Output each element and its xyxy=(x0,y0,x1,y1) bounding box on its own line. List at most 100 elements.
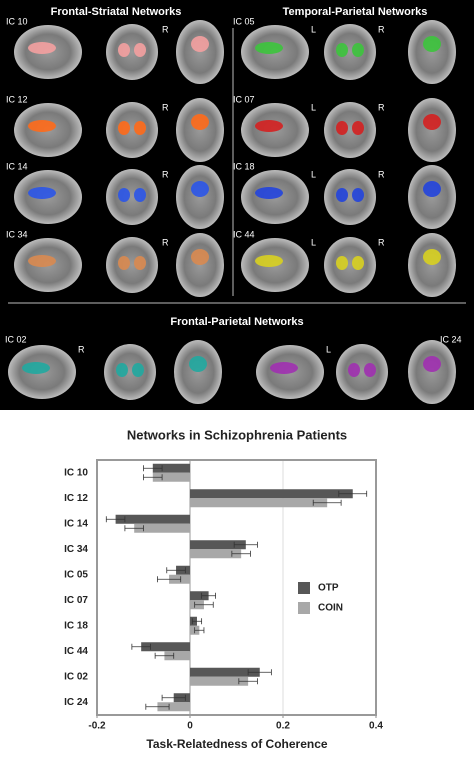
error-bar xyxy=(194,627,205,634)
section-title: Frontal-Parietal Networks xyxy=(170,316,303,328)
ic-label: IC 14 xyxy=(6,161,28,171)
blob xyxy=(348,363,360,377)
bar xyxy=(141,642,190,652)
y-tick-label: IC 34 xyxy=(64,544,88,555)
blob xyxy=(336,121,348,135)
bar xyxy=(190,540,246,550)
ic-label: IC 44 xyxy=(233,229,255,239)
error-bar xyxy=(143,465,163,472)
error-bar xyxy=(194,601,214,608)
y-tick-label: IC 12 xyxy=(64,493,88,504)
x-tick-label: -0.2 xyxy=(88,721,106,732)
blob xyxy=(28,255,56,267)
ic-label: IC 05 xyxy=(233,16,255,26)
bar xyxy=(190,667,260,677)
error-bar xyxy=(238,678,258,685)
orientation-marker: L xyxy=(311,102,316,112)
chart-title: Networks in Schizophrenia Patients xyxy=(127,427,347,442)
legend-swatch xyxy=(298,582,310,594)
blob xyxy=(118,256,130,270)
brain-image xyxy=(104,344,156,400)
blob xyxy=(118,121,130,135)
error-bar xyxy=(247,669,272,676)
bar xyxy=(157,702,190,712)
plot-frame xyxy=(96,459,377,716)
y-tick-label: IC 10 xyxy=(64,467,88,478)
x-tick-label: 0 xyxy=(187,721,193,732)
blob xyxy=(191,36,209,52)
blob xyxy=(352,256,364,270)
legend-swatch xyxy=(298,602,310,614)
blob xyxy=(116,363,128,377)
blob xyxy=(336,256,348,270)
ic-label: IC 07 xyxy=(233,94,255,104)
blob xyxy=(352,121,364,135)
y-tick-label: IC 44 xyxy=(64,646,88,657)
blob xyxy=(423,356,441,372)
error-bar xyxy=(191,618,203,625)
orientation-marker: R xyxy=(78,344,85,354)
ic-label: IC 02 xyxy=(5,334,27,344)
bar xyxy=(152,463,190,473)
error-bar xyxy=(166,567,186,574)
blob xyxy=(423,249,441,265)
bar xyxy=(190,549,242,559)
bar xyxy=(115,514,190,524)
y-tick-label: IC 14 xyxy=(64,518,88,529)
error-bar xyxy=(124,525,144,532)
blob xyxy=(255,255,283,267)
orientation-marker: L xyxy=(311,237,316,247)
blob xyxy=(28,120,56,132)
section-title: Frontal-Striatal Networks xyxy=(51,6,182,18)
orientation-marker: R xyxy=(162,24,169,34)
y-tick-label: IC 07 xyxy=(64,595,88,606)
error-bar xyxy=(161,694,186,701)
blob xyxy=(255,120,283,132)
blob xyxy=(191,249,209,265)
orientation-marker: L xyxy=(311,24,316,34)
blob xyxy=(423,36,441,52)
orientation-marker: L xyxy=(326,344,331,354)
ic-label: IC 18 xyxy=(233,161,255,171)
blob xyxy=(28,187,56,199)
blob xyxy=(336,43,348,57)
orientation-marker: R xyxy=(378,237,385,247)
legend-label: COIN xyxy=(318,603,343,614)
legend-label: OTP xyxy=(318,583,339,594)
orientation-marker: R xyxy=(162,237,169,247)
error-bar xyxy=(105,516,126,523)
brain-image xyxy=(324,24,376,80)
brain-image xyxy=(106,24,158,80)
blob xyxy=(118,188,130,202)
error-bar xyxy=(145,703,170,710)
blob xyxy=(423,114,441,130)
y-tick-label: IC 18 xyxy=(64,620,88,631)
bar xyxy=(134,523,190,533)
blob xyxy=(364,363,376,377)
ic-label: IC 24 xyxy=(440,334,462,344)
orientation-marker: R xyxy=(378,169,385,179)
error-bar xyxy=(143,474,163,481)
x-tick-label: 0.2 xyxy=(276,721,290,732)
x-axis-label: Task-Relatedness of Coherence xyxy=(146,737,327,751)
y-tick-label: IC 02 xyxy=(64,671,88,682)
blob xyxy=(336,188,348,202)
blob xyxy=(423,181,441,197)
orientation-marker: R xyxy=(162,102,169,112)
blob xyxy=(22,362,50,374)
bar xyxy=(190,489,353,499)
error-bar xyxy=(201,592,216,599)
blob xyxy=(352,43,364,57)
ic-label: IC 10 xyxy=(6,16,28,26)
x-tick-label: 0.4 xyxy=(369,721,383,732)
blob xyxy=(270,362,298,374)
error-bar xyxy=(131,643,151,650)
bar xyxy=(152,472,190,482)
brain-image xyxy=(324,102,376,158)
blob xyxy=(191,114,209,130)
error-bar xyxy=(233,541,258,548)
error-bar xyxy=(154,652,175,659)
y-tick-label: IC 24 xyxy=(64,697,88,708)
bar xyxy=(190,591,209,601)
